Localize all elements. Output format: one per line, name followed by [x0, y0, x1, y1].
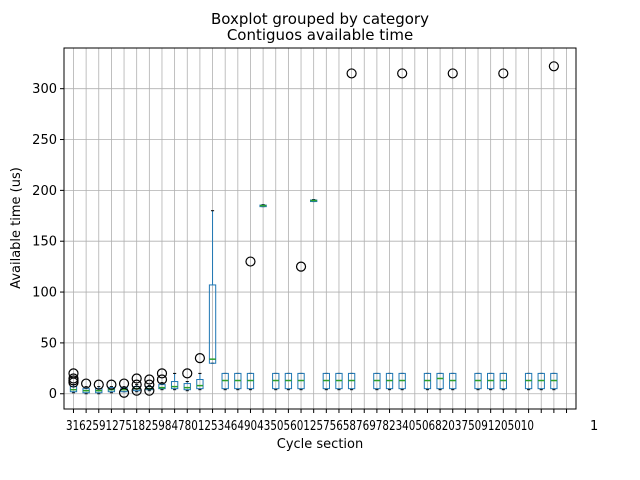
- chart-title: Contiguos available time: [227, 26, 413, 44]
- box-0: [68, 368, 79, 394]
- grid-lines: [64, 48, 576, 409]
- box-10: [194, 353, 206, 391]
- y-tick-label: 100: [32, 286, 57, 301]
- box-30: [447, 68, 458, 391]
- box-2: [93, 379, 104, 395]
- outlier-point: [245, 256, 256, 267]
- y-tick-label: 50: [40, 336, 57, 351]
- box-body: [196, 379, 204, 390]
- outlier-point: [93, 379, 104, 390]
- outlier-point: [156, 374, 168, 385]
- box-37: [537, 372, 545, 391]
- outlier-point: [106, 379, 117, 390]
- box-body: [183, 383, 191, 391]
- box-7: [156, 368, 168, 391]
- box-17: [284, 372, 293, 391]
- box-13: [234, 372, 242, 391]
- box-20: [322, 372, 330, 391]
- outlier-point: [118, 378, 130, 389]
- box-body: [436, 372, 444, 390]
- box-21: [335, 372, 343, 391]
- y-tick-label: 300: [32, 82, 57, 97]
- box-3: [106, 379, 117, 394]
- y-axis: 0 50 100 150 200 250 300: [32, 82, 64, 402]
- outlier-point: [397, 68, 408, 79]
- outlier-point: [144, 379, 155, 390]
- y-tick-label: 0: [49, 387, 57, 402]
- box-body: [208, 284, 217, 364]
- outlier-point: [68, 368, 79, 379]
- outlier-point: [295, 261, 307, 272]
- box-32: [474, 372, 482, 391]
- outlier-point: [144, 374, 155, 385]
- outlier-point: [131, 373, 142, 384]
- y-axis-label: Available time (us): [9, 167, 24, 289]
- y-tick-label: 200: [32, 184, 57, 199]
- chart-suptitle: Boxplot grouped by category: [211, 10, 429, 28]
- outlier-point: [447, 68, 458, 79]
- box-34: [498, 68, 509, 391]
- outlier-point: [346, 68, 357, 79]
- box-8: [170, 372, 179, 391]
- outlier-point: [548, 61, 559, 72]
- box-12: [221, 372, 229, 391]
- box-4: [118, 378, 130, 398]
- outlier-point: [68, 373, 79, 384]
- x-tick-labels: 3162591275182598478012534649043505601257…: [66, 419, 534, 434]
- box-29: [436, 372, 444, 391]
- outlier-point: [182, 368, 193, 379]
- box-18: [295, 261, 307, 391]
- box-16: [272, 372, 280, 391]
- x-axis: [72, 409, 568, 413]
- x-axis-label: Cycle section: [277, 437, 363, 452]
- outlier-point: [131, 379, 142, 390]
- box-14: [245, 256, 256, 391]
- box-26: [397, 68, 408, 391]
- box-series: [68, 61, 559, 398]
- box-6: [144, 374, 155, 396]
- x-tick-label-end: 1: [590, 419, 598, 434]
- box-33: [487, 372, 495, 391]
- box-5: [131, 373, 142, 396]
- box-1: [81, 378, 92, 395]
- outlier-point: [156, 368, 168, 379]
- y-tick-label: 250: [32, 133, 57, 148]
- plot-frame: [63, 47, 577, 410]
- box-15: [259, 204, 267, 208]
- box-36: [524, 372, 533, 391]
- y-tick-label: 150: [32, 235, 57, 250]
- box-28: [423, 372, 432, 391]
- outlier-point: [81, 378, 92, 389]
- box-38: [548, 61, 559, 391]
- box-body: [170, 381, 179, 390]
- outlier-point: [131, 385, 142, 396]
- box-25: [385, 372, 394, 391]
- box-22: [346, 68, 357, 391]
- outlier-point: [498, 68, 509, 79]
- box-9: [182, 368, 193, 392]
- outlier-point: [194, 353, 206, 364]
- box-11: [208, 210, 217, 364]
- outlier-point: [144, 385, 155, 396]
- box-24: [373, 372, 381, 391]
- box-19: [310, 199, 318, 203]
